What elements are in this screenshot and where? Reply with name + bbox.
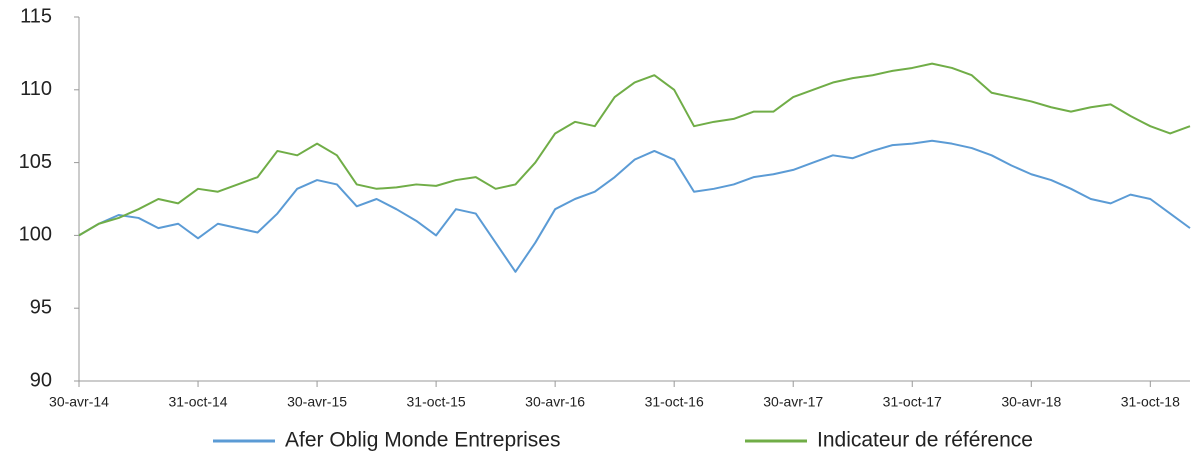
y-tick-label: 115 bbox=[20, 5, 52, 27]
x-tick-label: 30-avr-18 bbox=[1001, 394, 1061, 410]
x-tick-label: 30-avr-16 bbox=[525, 394, 585, 410]
legend-label: Afer Oblig Monde Entreprises bbox=[285, 429, 560, 452]
series-line bbox=[78, 62, 1191, 237]
x-tick-label: 31-oct-18 bbox=[1121, 394, 1180, 410]
x-tick-label: 31-oct-17 bbox=[883, 394, 942, 410]
x-tick-label: 31-oct-16 bbox=[645, 394, 704, 410]
y-tick-label: 95 bbox=[30, 296, 52, 318]
x-tick-label: 30-avr-17 bbox=[763, 394, 823, 410]
y-tick-label: 110 bbox=[20, 78, 52, 100]
y-tick-label: 100 bbox=[19, 224, 52, 246]
series-line bbox=[78, 139, 1191, 273]
y-tick-label: 90 bbox=[30, 369, 52, 391]
x-tick-label: 30-avr-15 bbox=[287, 394, 347, 410]
x-tick-label: 31-oct-15 bbox=[407, 394, 466, 410]
y-tick-label: 105 bbox=[19, 151, 52, 173]
legend-label: Indicateur de référence bbox=[817, 429, 1033, 452]
x-tick-label: 31-oct-14 bbox=[168, 394, 227, 410]
x-tick-label: 30-avr-14 bbox=[49, 394, 109, 410]
